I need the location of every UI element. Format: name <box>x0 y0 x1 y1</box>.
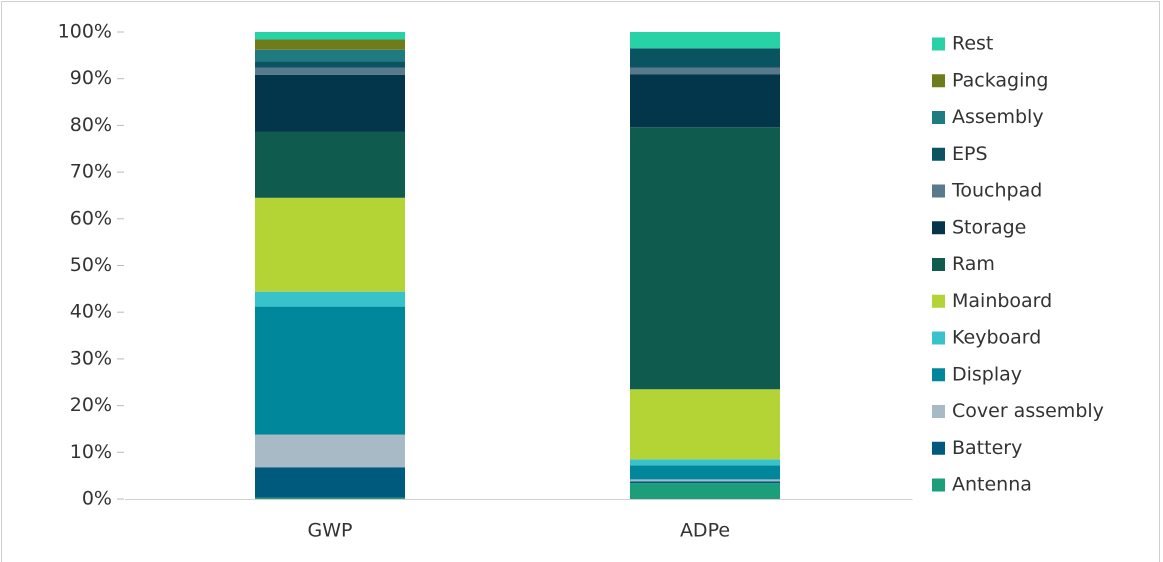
legend-swatch <box>932 478 945 492</box>
legend-swatch <box>932 294 945 308</box>
bar-segment <box>255 32 405 40</box>
y-tick-label: 40% <box>70 301 112 323</box>
bar-segment <box>255 39 405 50</box>
bar-segment <box>255 306 405 435</box>
legend-label: Cover assembly <box>952 400 1104 422</box>
bar-segment <box>630 459 780 466</box>
y-tick-label: 20% <box>70 394 112 416</box>
legend-swatch <box>932 405 945 418</box>
legend-swatch <box>932 37 945 51</box>
legend-swatch <box>932 441 945 455</box>
y-tick-label: 30% <box>70 347 112 369</box>
y-tick-label: 50% <box>70 254 112 276</box>
y-tick-label: 80% <box>70 114 112 136</box>
legend-label: Assembly <box>952 106 1044 128</box>
bar-segment <box>255 434 405 468</box>
bar-segment <box>255 197 405 292</box>
bar-segment <box>255 131 405 198</box>
bar-segment <box>255 497 405 499</box>
y-tick-label: 90% <box>70 67 112 89</box>
legend-label: Battery <box>952 437 1022 459</box>
legend-label: Storage <box>952 216 1026 238</box>
legend-swatch <box>932 111 945 124</box>
y-tick-label: 10% <box>70 441 112 463</box>
legend-swatch <box>932 331 945 345</box>
bar-segment <box>630 48 780 68</box>
legend-label: Mainboard <box>952 290 1052 312</box>
bar-segment <box>630 32 780 49</box>
legend-label: EPS <box>952 143 988 165</box>
bar-segment <box>255 67 405 75</box>
legend-label: Antenna <box>952 474 1032 496</box>
bar-segment <box>255 61 405 68</box>
bar-segment <box>255 49 405 62</box>
x-tick-label: ADPe <box>680 520 730 542</box>
bar-segment <box>630 465 780 480</box>
bar-segment <box>630 479 780 482</box>
y-tick-label: 60% <box>70 207 112 229</box>
legend-label: Ram <box>952 253 995 275</box>
bar-segment <box>630 389 780 460</box>
y-tick-label: 70% <box>70 161 112 183</box>
legend-label: Touchpad <box>951 180 1042 202</box>
y-tick-label: 100% <box>58 21 112 43</box>
bar-segment <box>255 291 405 307</box>
bar-segment <box>630 67 780 75</box>
legend-swatch <box>932 221 945 235</box>
legend-swatch <box>932 368 945 382</box>
legend-label: Rest <box>952 33 993 55</box>
bar-segment <box>630 127 780 390</box>
y-tick-label: 0% <box>82 488 112 510</box>
legend-label: Keyboard <box>952 327 1041 349</box>
x-tick-label: GWP <box>308 520 353 542</box>
bar-segment <box>630 74 780 128</box>
bar-segment <box>630 481 780 484</box>
bar-segment <box>255 467 405 498</box>
legend-swatch <box>932 184 945 198</box>
legend-label: Display <box>952 363 1022 385</box>
legend-swatch <box>932 147 945 161</box>
bar-segment <box>255 74 405 132</box>
legend-swatch <box>932 74 945 88</box>
bar-segment <box>630 483 780 499</box>
legend-label: Packaging <box>952 69 1048 91</box>
legend-swatch <box>932 258 945 271</box>
